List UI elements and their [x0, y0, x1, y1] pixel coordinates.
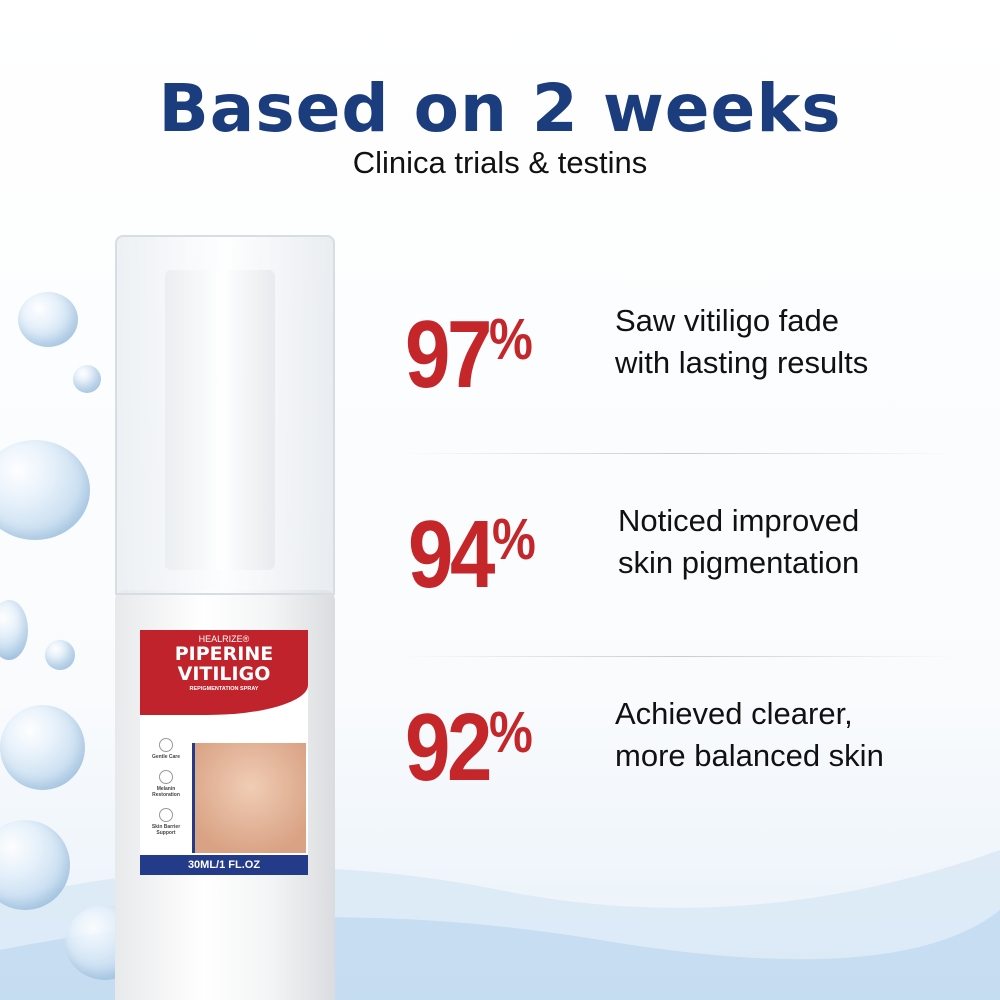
divider — [400, 453, 960, 454]
stat-description: Noticed improved skin pigmentation — [618, 503, 860, 580]
water-bubble — [18, 292, 78, 347]
water-bubble — [0, 440, 90, 540]
product-volume: 30ML/1 FL.OZ — [140, 855, 308, 875]
feature-icon — [159, 808, 173, 822]
stat-description: Saw vitiligo fade with lasting results — [615, 303, 869, 380]
water-bubble — [0, 705, 85, 790]
water-bubble — [45, 640, 75, 670]
product-name-2: VITILIGO — [177, 663, 271, 685]
water-bubble — [73, 365, 101, 393]
feature-item: Skin Barrier Support — [146, 808, 186, 836]
stat-description: Achieved clearer, more balanced skin — [615, 696, 884, 773]
clear-cap — [115, 235, 335, 595]
stat-item: 97% Saw vitiligo fade with lasting result… — [405, 300, 965, 410]
brand-name: HEALRIZE® — [198, 634, 250, 644]
product-type: REPIGMENTATION SPRAY — [189, 686, 259, 692]
water-bubble — [0, 820, 70, 910]
feature-icon — [159, 738, 173, 752]
feature-item: Gentle Care — [146, 738, 186, 760]
stat-percent: 94% — [408, 501, 536, 608]
product-name-1: PIPERINE — [174, 643, 274, 665]
face-image — [192, 743, 306, 853]
feature-icon — [159, 770, 173, 784]
stat-item: 94% Noticed improved skin pigmentation — [408, 500, 968, 610]
water-bubble — [0, 600, 28, 660]
stat-item: 92% Achieved clearer, more balanced skin — [405, 693, 965, 803]
stat-percent: 97% — [405, 301, 533, 408]
product-label: HEALRIZE® PIPERINE VITILIGO REPIGMENTATI… — [140, 630, 308, 875]
page-title: Based on 2 weeks — [158, 70, 842, 147]
page-subtitle: Clinica trials & testins — [352, 145, 648, 180]
stat-percent: 92% — [405, 694, 533, 801]
feature-item: Melanin Restoration — [146, 770, 186, 798]
divider — [400, 656, 960, 657]
